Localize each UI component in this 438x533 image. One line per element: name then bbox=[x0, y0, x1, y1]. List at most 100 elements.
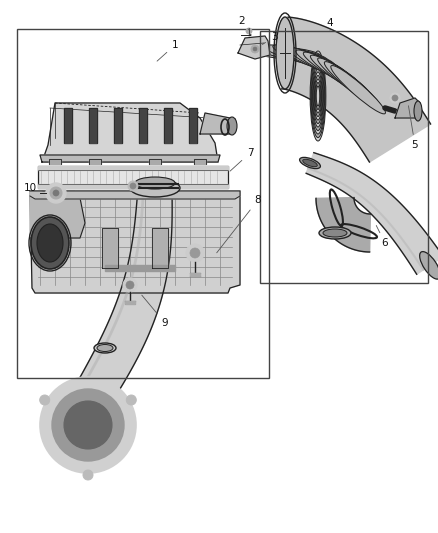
Polygon shape bbox=[95, 347, 133, 370]
Polygon shape bbox=[102, 332, 141, 353]
Polygon shape bbox=[138, 188, 172, 192]
Polygon shape bbox=[339, 167, 353, 190]
Polygon shape bbox=[89, 108, 97, 143]
Ellipse shape bbox=[314, 72, 322, 120]
Ellipse shape bbox=[296, 50, 360, 86]
Polygon shape bbox=[134, 225, 172, 231]
Circle shape bbox=[253, 47, 257, 51]
FancyArrowPatch shape bbox=[249, 34, 251, 36]
Circle shape bbox=[123, 278, 137, 292]
Polygon shape bbox=[137, 197, 172, 201]
Circle shape bbox=[40, 377, 136, 473]
Polygon shape bbox=[68, 395, 103, 418]
Polygon shape bbox=[134, 228, 172, 234]
Polygon shape bbox=[348, 173, 364, 196]
Ellipse shape bbox=[97, 344, 113, 351]
Polygon shape bbox=[104, 329, 143, 350]
Polygon shape bbox=[101, 335, 140, 357]
Polygon shape bbox=[382, 207, 406, 229]
Polygon shape bbox=[135, 216, 172, 221]
Polygon shape bbox=[407, 241, 434, 262]
Polygon shape bbox=[98, 341, 136, 364]
Polygon shape bbox=[390, 217, 415, 238]
Polygon shape bbox=[137, 203, 172, 208]
Ellipse shape bbox=[227, 117, 237, 135]
Polygon shape bbox=[331, 163, 344, 185]
Polygon shape bbox=[385, 209, 409, 231]
Polygon shape bbox=[105, 265, 175, 271]
Polygon shape bbox=[379, 203, 402, 224]
Ellipse shape bbox=[273, 45, 341, 71]
Polygon shape bbox=[120, 287, 161, 302]
Polygon shape bbox=[357, 180, 375, 203]
Polygon shape bbox=[282, 17, 431, 162]
Polygon shape bbox=[131, 246, 170, 254]
Polygon shape bbox=[320, 158, 331, 180]
Polygon shape bbox=[310, 154, 320, 176]
Polygon shape bbox=[126, 270, 166, 282]
Ellipse shape bbox=[94, 343, 116, 353]
Ellipse shape bbox=[280, 46, 347, 76]
Polygon shape bbox=[109, 317, 149, 337]
Polygon shape bbox=[364, 187, 384, 209]
Polygon shape bbox=[134, 222, 172, 228]
Ellipse shape bbox=[249, 46, 321, 60]
Circle shape bbox=[83, 470, 93, 480]
Circle shape bbox=[186, 244, 204, 262]
Polygon shape bbox=[91, 353, 129, 376]
Polygon shape bbox=[401, 233, 428, 254]
Polygon shape bbox=[137, 200, 172, 205]
Polygon shape bbox=[30, 191, 240, 199]
Polygon shape bbox=[120, 290, 160, 306]
Polygon shape bbox=[368, 190, 389, 213]
Ellipse shape bbox=[311, 58, 325, 134]
Polygon shape bbox=[99, 338, 138, 360]
Text: 5: 5 bbox=[409, 106, 418, 150]
Polygon shape bbox=[96, 344, 134, 367]
Circle shape bbox=[128, 181, 138, 191]
Polygon shape bbox=[127, 264, 168, 275]
Ellipse shape bbox=[331, 66, 385, 114]
Polygon shape bbox=[340, 168, 355, 191]
Polygon shape bbox=[353, 177, 371, 200]
Ellipse shape bbox=[31, 217, 69, 269]
Ellipse shape bbox=[318, 58, 376, 102]
Ellipse shape bbox=[313, 69, 323, 124]
Polygon shape bbox=[136, 213, 172, 217]
Polygon shape bbox=[117, 299, 157, 316]
Polygon shape bbox=[38, 166, 228, 170]
Polygon shape bbox=[93, 350, 131, 373]
Ellipse shape bbox=[314, 76, 321, 117]
Polygon shape bbox=[108, 320, 148, 340]
Polygon shape bbox=[89, 159, 101, 164]
Circle shape bbox=[246, 28, 252, 34]
Polygon shape bbox=[149, 159, 161, 164]
Text: 9: 9 bbox=[142, 295, 168, 328]
Polygon shape bbox=[90, 357, 127, 379]
Ellipse shape bbox=[37, 224, 63, 262]
Polygon shape bbox=[105, 326, 145, 347]
Polygon shape bbox=[113, 308, 153, 326]
Polygon shape bbox=[392, 220, 417, 241]
Polygon shape bbox=[74, 385, 110, 409]
Polygon shape bbox=[413, 251, 438, 271]
Polygon shape bbox=[411, 247, 438, 268]
Bar bbox=[38, 166, 228, 188]
Circle shape bbox=[52, 389, 124, 461]
Polygon shape bbox=[316, 156, 326, 179]
Polygon shape bbox=[394, 222, 420, 243]
Ellipse shape bbox=[311, 54, 325, 138]
Circle shape bbox=[251, 45, 259, 53]
Polygon shape bbox=[398, 228, 424, 248]
Polygon shape bbox=[350, 174, 366, 197]
Polygon shape bbox=[396, 225, 422, 246]
Polygon shape bbox=[164, 108, 172, 143]
Polygon shape bbox=[123, 281, 163, 296]
Polygon shape bbox=[318, 157, 328, 179]
Polygon shape bbox=[117, 296, 158, 313]
Polygon shape bbox=[131, 249, 170, 258]
Polygon shape bbox=[79, 375, 116, 399]
Polygon shape bbox=[343, 169, 357, 192]
Polygon shape bbox=[102, 228, 118, 268]
Polygon shape bbox=[131, 243, 171, 251]
